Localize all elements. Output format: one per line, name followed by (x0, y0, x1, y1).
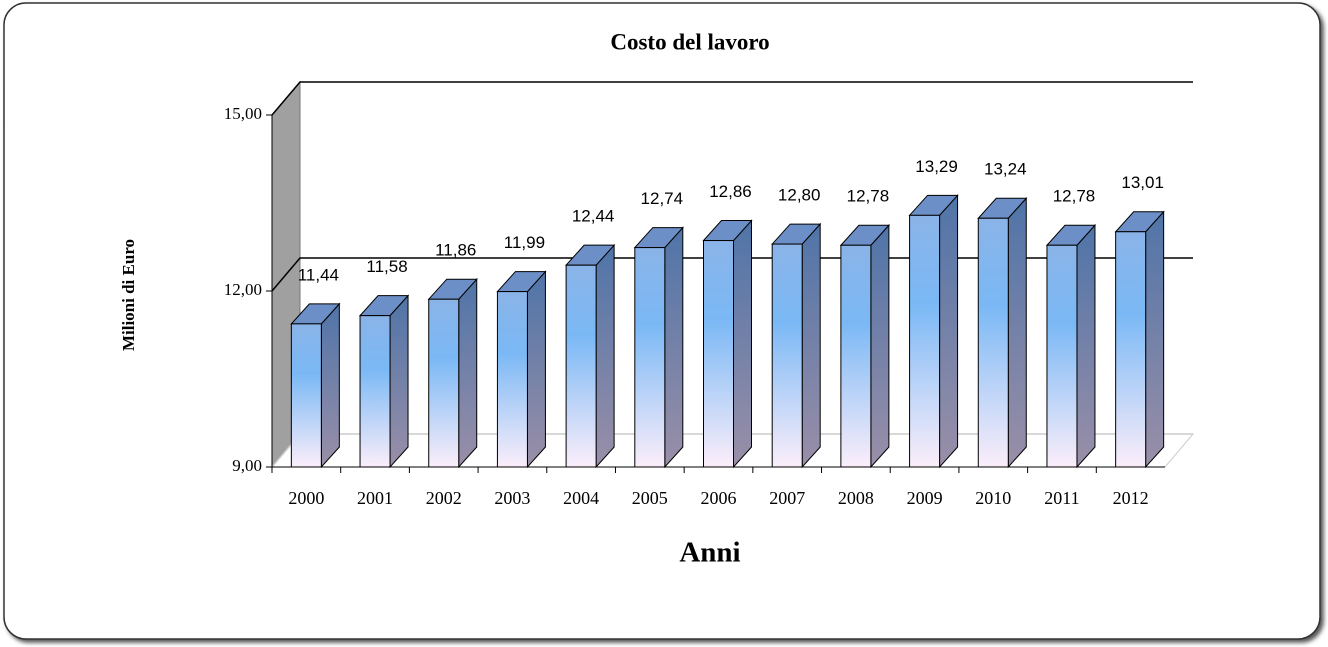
x-tick-label: 2007 (769, 488, 805, 508)
bar-side (664, 226, 684, 469)
bar-front (703, 240, 734, 468)
bar-front (1046, 244, 1078, 468)
x-tick-label: 2006 (701, 488, 737, 508)
bar (564, 243, 616, 469)
bar (290, 302, 341, 469)
value-label: 12,80 (778, 186, 821, 205)
bar (977, 196, 1028, 469)
bar-side (320, 302, 340, 469)
value-label: 12,78 (847, 187, 890, 206)
bar-side (801, 222, 821, 469)
bar (839, 223, 891, 469)
x-tick-label: 2008 (838, 488, 874, 508)
x-tick-label: 2010 (975, 488, 1011, 508)
x-tick-label: 2004 (563, 488, 599, 508)
bar-front (771, 243, 803, 468)
value-label: 12,86 (709, 182, 752, 201)
value-label: 13,24 (984, 160, 1027, 179)
bar (358, 294, 410, 469)
bar-front (359, 315, 391, 468)
value-label: 11,44 (298, 265, 339, 284)
x-tick-label: 2002 (426, 488, 462, 508)
bar (702, 219, 753, 469)
value-label: 12,44 (572, 207, 615, 226)
bar (908, 194, 959, 469)
grid-line (271, 81, 1193, 116)
bar-side (1145, 210, 1165, 469)
chart-title: Costo del lavoro (610, 29, 769, 54)
y-tick-label: 9,00 (232, 456, 262, 475)
bar-side (526, 270, 546, 469)
bar (1114, 210, 1165, 469)
bar (771, 222, 822, 469)
bar (633, 226, 684, 469)
x-tick-label: 2012 (1113, 488, 1149, 508)
bar-front (565, 264, 597, 468)
x-tick-label: 2009 (907, 488, 943, 508)
x-tick-label: 2003 (494, 488, 530, 508)
y-tick-label: 12,00 (224, 280, 262, 299)
bar (496, 270, 547, 469)
bar-side (458, 277, 478, 469)
value-label: 11,86 (435, 241, 476, 260)
bar-front (977, 217, 1009, 468)
bar-side (939, 194, 959, 469)
bar-front (428, 298, 460, 468)
bar-front (909, 214, 941, 468)
x-axis-label: Anni (679, 537, 740, 569)
bar-front (634, 247, 666, 468)
value-label: 13,29 (915, 157, 958, 176)
bar-side (1007, 196, 1027, 469)
value-label: 11,99 (504, 233, 545, 252)
value-label: 12,74 (641, 189, 684, 208)
y-axis-label: Milioni di Euro (119, 239, 138, 351)
bar-front (840, 244, 872, 468)
bar-front (290, 323, 322, 468)
value-label: 12,78 (1053, 187, 1096, 206)
y-tick-label: 15,00 (224, 104, 262, 123)
bar-side (595, 243, 615, 469)
bar-front (496, 291, 528, 468)
bar-side (733, 219, 752, 469)
x-tick-label: 2011 (1044, 488, 1079, 508)
value-label: 11,58 (366, 257, 407, 276)
bar-side (1076, 223, 1096, 469)
x-tick-label: 2000 (288, 488, 324, 508)
bar-side (870, 223, 890, 469)
bar (1045, 223, 1097, 469)
bar-front (1115, 231, 1147, 468)
bar (427, 277, 478, 469)
value-label: 13,01 (1121, 173, 1164, 192)
x-tick-label: 2005 (632, 488, 668, 508)
x-tick-label: 2001 (357, 488, 393, 508)
bar-side (389, 294, 409, 469)
grid-line (271, 257, 1193, 292)
